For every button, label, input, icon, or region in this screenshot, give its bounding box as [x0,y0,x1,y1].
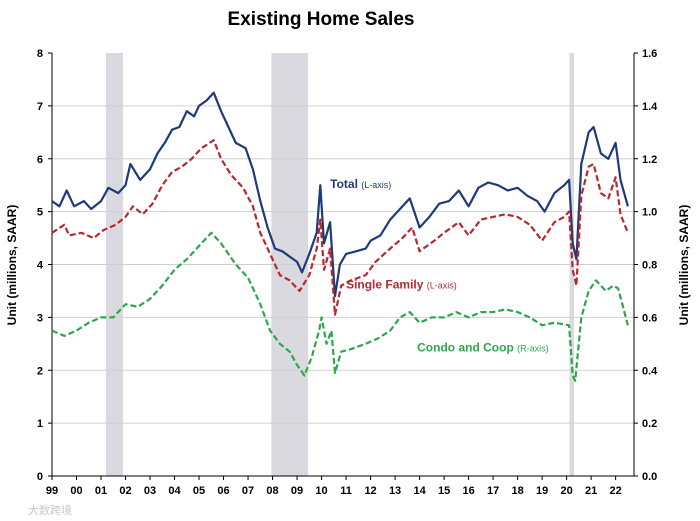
x-tick-label: 01 [95,485,107,497]
x-tick-label: 17 [487,485,499,497]
y-right-tick-label: 0.8 [642,260,657,272]
x-tick-label: 16 [462,485,474,497]
y-axis-right-title: Unit (millions, SAAR) [677,205,691,326]
y-right-tick-label: 1.4 [642,101,658,113]
y-left-tick-label: 7 [37,101,43,113]
annotation-axis-note: (R-axis) [517,344,549,354]
y-axis-left-title: Unit (millions, SAAR) [5,205,19,326]
x-tick-label: 04 [168,485,181,497]
annotation-total: Total (L-axis) [330,177,391,191]
y-right-tick-label: 0.4 [642,365,658,377]
series-line-condo-and-coop [51,231,629,382]
annotation-condo-and-coop: Condo and Coop (R-axis) [417,341,548,355]
series-line-single-family [51,139,629,316]
y-left-tick-label: 4 [37,260,44,272]
tick-labels: 0 0.0 1 0.2 2 0.4 3 0.6 4 0.8 5 1.0 6 1.2 7 1.4 8 1.6 99 00… [37,48,658,497]
y-left-tick-label: 1 [37,418,43,430]
series-lines [51,91,629,382]
y-left-tick-label: 6 [37,154,43,166]
x-tick-label: 22 [609,485,621,497]
y-left-tick-label: 8 [37,48,43,60]
chart-title: Existing Home Sales [228,9,415,30]
annotation-axis-note: (L-axis) [361,180,391,190]
x-tick-label: 11 [340,485,352,497]
series-line-total [51,91,629,298]
x-tick-label: 03 [144,485,156,497]
annotation-name: Condo and Coop [417,341,517,355]
annotation-single-family: Single Family (L-axis) [346,277,457,291]
x-tick-label: 20 [560,485,572,497]
y-left-tick-label: 2 [37,365,43,377]
y-right-tick-label: 0.2 [642,418,657,430]
y-left-tick-label: 5 [37,207,43,219]
x-tick-label: 10 [315,485,327,497]
x-tick-label: 15 [438,485,450,497]
x-tick-label: 07 [242,485,254,497]
series-annotations: Total (L-axis)Single Family (L-axis)Cond… [330,177,548,355]
y-right-tick-label: 0.6 [642,312,657,324]
y-left-tick-label: 3 [37,312,43,324]
y-right-tick-label: 1.0 [642,207,657,219]
x-tick-label: 00 [70,485,82,497]
annotation-axis-note: (L-axis) [427,280,457,290]
x-tick-label: 21 [585,485,597,497]
y-left-tick-label: 0 [37,471,43,483]
x-tick-label: 14 [413,485,426,497]
gridlines [52,105,634,424]
x-tick-label: 08 [266,485,278,497]
x-tick-label: 19 [536,485,548,497]
x-tick-label: 12 [364,485,376,497]
x-tick-label: 06 [217,485,229,497]
x-tick-label: 18 [511,485,523,497]
annotation-name: Single Family [346,277,427,291]
x-tick-label: 99 [46,485,58,497]
watermark-text: 大数跨境 [28,503,72,517]
x-tick-label: 05 [193,485,205,497]
x-tick-label: 09 [291,485,303,497]
annotation-name: Total [330,177,361,191]
x-tick-label: 02 [119,485,131,497]
y-right-tick-label: 1.2 [642,154,657,166]
x-tick-label: 13 [389,485,401,497]
y-right-tick-label: 1.6 [642,48,657,60]
y-right-tick-label: 0.0 [642,471,657,483]
